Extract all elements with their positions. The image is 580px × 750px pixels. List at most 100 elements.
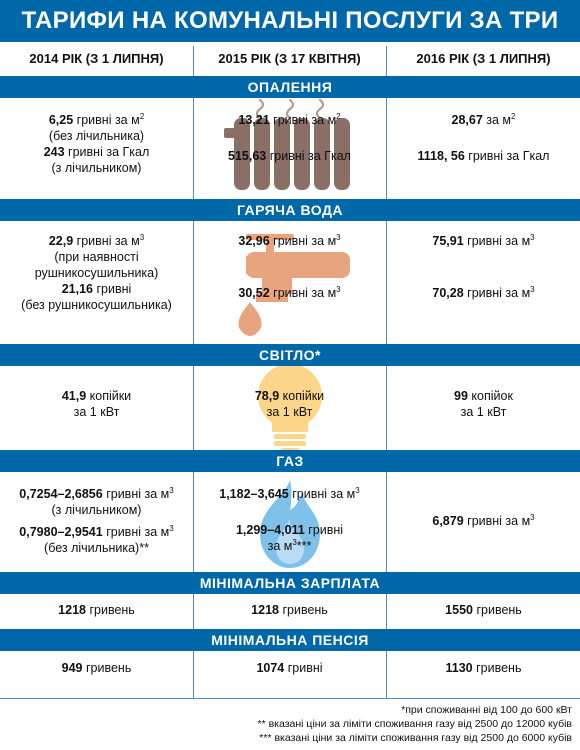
value: 78,9: [254, 389, 280, 403]
unit: гривні за м: [269, 286, 337, 300]
min-wage-2014-cell: 1218 гривень: [0, 602, 193, 618]
electricity-2015-cell: 78,9 копійки за 1 кВт: [193, 388, 386, 420]
table-bottom-rule: [0, 698, 580, 699]
electricity-2016-cell: 99 копійок за 1 кВт: [387, 388, 580, 420]
value: 75,91: [432, 234, 464, 248]
gas-flame-icon: [260, 480, 320, 568]
unit: гривні: [304, 523, 344, 537]
superscript: 3: [169, 523, 174, 533]
unit: гривні: [92, 282, 132, 296]
section-min-wage-header: МІНІМАЛЬНА ЗАРПЛАТА: [0, 572, 580, 594]
section-gas-header: ГАЗ: [0, 450, 580, 472]
note: (з лічильником): [51, 503, 142, 517]
value: 32,96: [238, 234, 270, 248]
value: 22,9: [48, 234, 74, 248]
faucet-icon: [238, 234, 350, 336]
value: 1218: [58, 603, 86, 617]
note: (без лічильника): [48, 129, 145, 143]
value: 1,299–4,011: [235, 523, 305, 537]
section-electricity-header: СВІТЛО*: [0, 344, 580, 366]
unit: гривень: [85, 603, 135, 617]
radiator-icon: [224, 98, 350, 190]
column-header-2015: 2015 РІК (З 17 КВІТНЯ): [218, 51, 361, 66]
value: 1,182–3,645: [219, 487, 289, 501]
heating-2016-cell: 28,67 за м2 1118, 56 гривні за Гкал: [387, 112, 580, 164]
unit: гривні за м: [73, 113, 140, 127]
unit: копійок: [467, 389, 513, 403]
unit: копійки: [279, 389, 325, 403]
superscript: 3: [530, 512, 535, 522]
unit: гривні за Гкал: [266, 149, 351, 163]
unit: гривні за м: [269, 113, 337, 127]
hot-water-2016-cell: 75,91 гривні за м3 70,28 гривні за м3: [387, 233, 580, 301]
superscript: 3: [169, 485, 174, 495]
unit: гривень: [472, 603, 522, 617]
note: ***: [296, 539, 312, 553]
section-heating-header: ОПАЛЕННЯ: [0, 76, 580, 98]
value: 949: [61, 661, 83, 675]
value: 1130: [445, 661, 473, 675]
superscript: 3: [355, 485, 360, 495]
column-header-2014: 2014 РІК (З 1 ЛИПНЯ): [29, 51, 164, 66]
note: (при наявності: [54, 250, 139, 264]
note: за 1 кВт: [73, 405, 120, 419]
unit: гривні за м: [102, 487, 170, 501]
electricity-2014-cell: 41,9 копійки за 1 кВт: [0, 388, 193, 420]
unit: гривні за м: [463, 234, 531, 248]
value: 0,7254–2,6856: [19, 487, 103, 501]
value: 99: [454, 389, 468, 403]
min-pension-2015-cell: 1074 гривні: [193, 660, 386, 676]
section-hot-water-header: ГАРЯЧА ВОДА: [0, 199, 580, 221]
unit: гривні за м: [288, 487, 356, 501]
value: 1118, 56: [417, 149, 465, 163]
unit: гривень: [472, 661, 522, 675]
unit: копійки: [86, 389, 132, 403]
unit: гривні за м: [102, 525, 170, 539]
footnote-1: *при споживанні від 100 до 600 кВт: [401, 704, 572, 716]
value: 6,25: [48, 113, 74, 127]
heating-2015-cell: 13,21 гривні за м2 515,63 гривні за Гкал: [193, 112, 386, 164]
min-wage-2015-cell: 1218 гривень: [193, 602, 386, 618]
min-pension-2016-cell: 1130 гривень: [387, 660, 580, 676]
superscript: 3: [336, 284, 341, 294]
unit: гривні за м: [463, 514, 531, 528]
superscript: 2: [336, 111, 341, 121]
section-min-pension-header: МІНІМАЛЬНА ПЕНСІЯ: [0, 629, 580, 651]
value: 41,9: [61, 389, 87, 403]
unit: гривні: [284, 661, 323, 675]
value: 28,67: [451, 113, 483, 127]
unit: гривень: [278, 603, 328, 617]
hot-water-2014-cell: 22,9 гривні за м3 (при наявності рушнико…: [0, 233, 193, 313]
footnote-2: ** вказані ціни за ліміти споживання газ…: [257, 718, 572, 730]
column-header-2016: 2016 РІК (З 1 ЛИПНЯ): [416, 51, 551, 66]
column-divider: [386, 46, 387, 698]
superscript: 2: [139, 111, 145, 121]
unit: гривні за м: [73, 234, 140, 248]
superscript: 2: [511, 111, 516, 121]
note: за 1 кВт: [460, 405, 507, 419]
note: (без рушникосушильника): [21, 298, 172, 312]
value: 6,879: [432, 514, 464, 528]
value: 1218: [251, 603, 279, 617]
unit: за м: [482, 113, 512, 127]
gas-2014-cell: 0,7254–2,6856 гривні за м3 (з лічильнико…: [0, 486, 193, 556]
note: за 1 кВт: [266, 405, 313, 419]
column-divider: [193, 46, 194, 698]
note: (з лічильником): [51, 161, 142, 175]
value: 1074: [256, 661, 285, 675]
value: 515,63: [228, 149, 267, 163]
value: 30,52: [238, 286, 270, 300]
unit: за м: [267, 539, 293, 553]
hot-water-2015-cell: 32,96 гривні за м3 30,52 гривні за м3: [193, 233, 386, 301]
note: рушникосушильника): [34, 266, 159, 280]
unit: гривні за Гкал: [464, 149, 550, 163]
min-wage-2016-cell: 1550 гривень: [387, 602, 580, 618]
note: (без лічильника)**: [44, 541, 149, 555]
unit: гривень: [82, 661, 132, 675]
value: 0,7980–2,9541: [19, 525, 103, 539]
unit: гривні за Гкал: [64, 145, 150, 159]
value: 21,16: [61, 282, 93, 296]
value: 13,21: [238, 113, 270, 127]
superscript: 3: [292, 537, 297, 547]
heating-2014-cell: 6,25 гривні за м2 (без лічильника) 243 г…: [0, 112, 193, 176]
